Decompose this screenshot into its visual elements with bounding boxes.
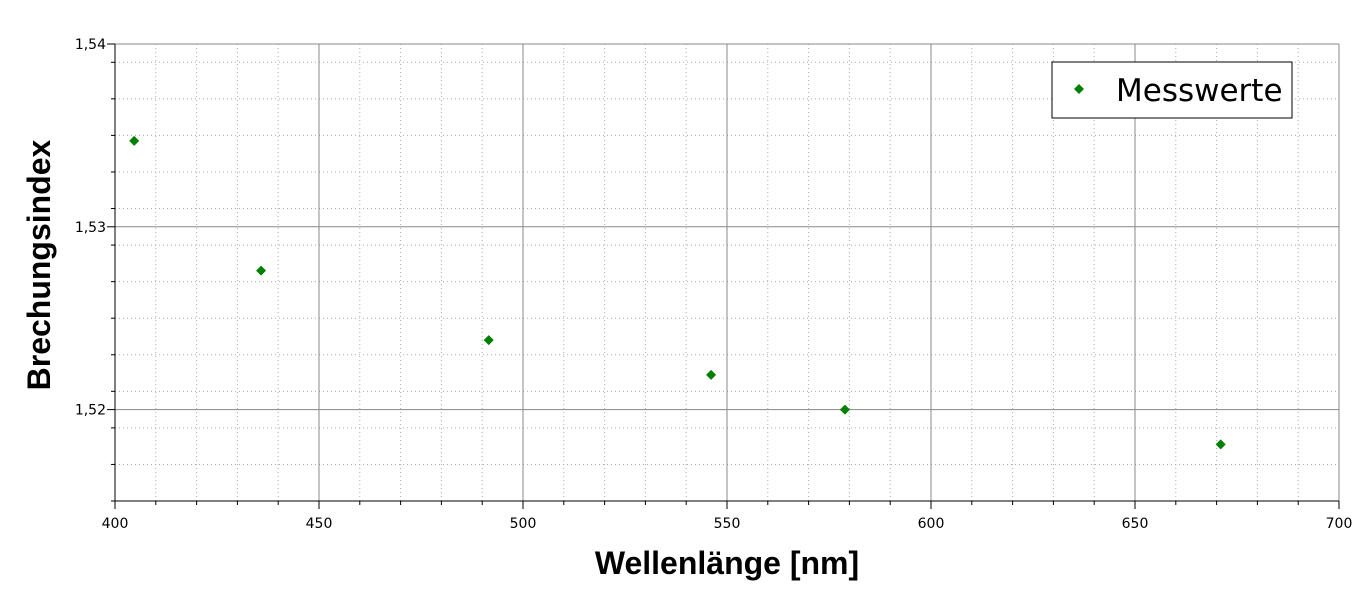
legend-label: Messwerte (1116, 73, 1283, 109)
data-points (129, 135, 1226, 450)
tick-labels: 400 450 500 550 600 650 700 1,52 1,53 1,54 (75, 37, 1353, 532)
major-grid (115, 43, 1340, 501)
data-point (706, 369, 717, 380)
x-tick-label: 650 (1122, 516, 1149, 532)
x-axis-title: Wellenlänge [nm] (595, 545, 859, 581)
data-point (483, 335, 494, 346)
y-tick-label: 1,54 (75, 37, 106, 53)
legend-marker-diamond-icon (1074, 84, 1084, 94)
y-axis-title: Brechungsindex (21, 139, 57, 390)
y-tick-label: 1,53 (75, 220, 106, 236)
data-point (839, 404, 850, 415)
legend-box (1051, 61, 1293, 119)
data-point (129, 135, 140, 146)
x-tick-label: 400 (102, 516, 129, 532)
data-point (256, 265, 267, 276)
x-tick-label: 450 (306, 516, 333, 532)
legend: Messwerte (1051, 61, 1293, 119)
x-tick-label: 600 (918, 516, 945, 532)
x-tick-label: 700 (1326, 516, 1353, 532)
data-point (1215, 439, 1226, 450)
x-tick-label: 550 (714, 516, 741, 532)
y-tick-label: 1,52 (75, 403, 106, 419)
x-tick-label: 500 (510, 516, 537, 532)
axis-ticks (107, 43, 1340, 509)
